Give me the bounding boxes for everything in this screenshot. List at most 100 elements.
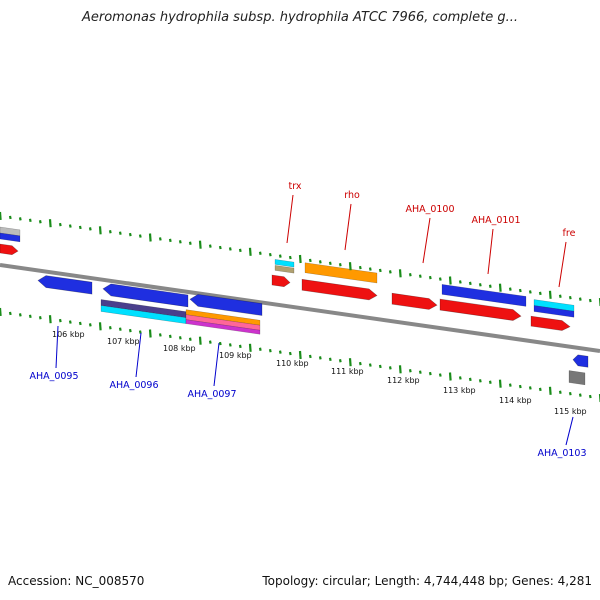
tick-mark-top xyxy=(508,287,512,291)
map-title: Aeromonas hydrophila subsp. hydrophila A… xyxy=(81,10,519,25)
tick-mark-bottom xyxy=(578,393,582,397)
kbp-tick-label: 113 kbp xyxy=(443,386,476,395)
tick-mark-top xyxy=(118,231,122,235)
tick-mark-bottom xyxy=(328,357,332,362)
tick-mark-top xyxy=(58,222,62,227)
gene-feature-fre[interactable] xyxy=(530,315,571,331)
gene-feature-aha-0096[interactable] xyxy=(102,283,189,308)
gene-feature-trx[interactable] xyxy=(271,274,291,288)
tick-mark-top xyxy=(488,284,492,288)
gene-label[interactable]: AHA_0096 xyxy=(109,380,158,391)
tick-mark-top xyxy=(408,273,412,277)
tick-mark-bottom xyxy=(508,383,512,387)
gene-feature-trx-tan[interactable] xyxy=(274,265,295,274)
gene-label[interactable]: AHA_0100 xyxy=(405,204,454,215)
tick-mark-bottom xyxy=(268,348,272,353)
tick-mark-top xyxy=(468,281,472,286)
tick-mark-bottom xyxy=(568,391,572,396)
gene-label[interactable]: AHA_0097 xyxy=(187,389,236,400)
tick-mark-top xyxy=(398,269,402,278)
tick-mark-bottom xyxy=(358,361,362,366)
tick-mark-bottom xyxy=(368,363,372,367)
kbp-tick-label: 106 kbp xyxy=(52,330,85,339)
gene-label-leader xyxy=(565,416,574,446)
tick-mark-bottom xyxy=(408,369,412,373)
gene-label[interactable]: rho xyxy=(344,190,360,201)
gene-feature-ahA-0101[interactable] xyxy=(439,298,522,321)
ticks-layer: 106 kbp 107 kbp 108 kbp 109 kbp 110 kbp 111 k… xyxy=(0,211,600,416)
tick-mark-bottom xyxy=(518,384,522,389)
tick-mark-bottom xyxy=(338,359,342,363)
gene-feature-aha-0103-gray[interactable] xyxy=(568,370,586,386)
gene-feature-red[interactable] xyxy=(0,243,19,256)
tick-mark-top xyxy=(138,234,142,238)
tick-mark-bottom xyxy=(388,366,392,370)
tick-mark-bottom xyxy=(158,333,162,337)
tick-mark-top xyxy=(298,254,302,264)
tick-mark-bottom xyxy=(218,341,222,346)
kbp-tick-label: 110 kbp xyxy=(276,359,309,368)
tick-mark-top xyxy=(388,270,392,274)
tick-mark-top xyxy=(318,260,322,264)
tick-mark-bottom xyxy=(548,386,552,395)
tick-mark-top xyxy=(268,252,272,257)
tick-mark-bottom xyxy=(88,323,92,327)
gene-feature-trx-cyan[interactable] xyxy=(274,259,295,268)
gene-feature-aha-0097[interactable] xyxy=(189,294,263,316)
gene-feature-aha-0095[interactable] xyxy=(37,275,93,295)
tick-mark-top xyxy=(188,241,192,245)
gene-feature-rho[interactable] xyxy=(301,278,378,301)
tick-mark-top xyxy=(48,219,52,228)
tick-mark-top xyxy=(178,240,182,244)
accession-label: Accession: NC_008570 xyxy=(8,574,145,588)
tick-mark-bottom xyxy=(278,350,282,354)
tick-mark-bottom xyxy=(538,387,542,392)
tick-mark-top xyxy=(578,297,582,301)
tick-mark-bottom xyxy=(378,364,382,369)
tick-mark-top xyxy=(208,244,212,248)
tick-mark-top xyxy=(338,263,342,267)
tick-mark-top xyxy=(168,238,172,243)
tick-mark-bottom xyxy=(438,373,442,377)
kbp-tick-label: 112 kbp xyxy=(387,376,420,385)
gene-feature-blue[interactable] xyxy=(0,232,21,243)
tick-mark-top xyxy=(308,258,312,263)
gene-label[interactable]: fre xyxy=(563,228,576,239)
tick-mark-top xyxy=(278,254,282,258)
tick-mark-bottom xyxy=(248,343,252,352)
tick-mark-bottom xyxy=(448,372,452,381)
tick-mark-top xyxy=(358,265,362,270)
tick-mark-top xyxy=(518,288,522,293)
kbp-tick-label: 111 kbp xyxy=(331,367,364,376)
gene-feature-ahA-0100[interactable] xyxy=(391,292,438,310)
tick-mark-bottom xyxy=(528,386,532,390)
tick-mark-bottom xyxy=(318,356,322,360)
kbp-tick-label: 107 kbp xyxy=(107,337,140,346)
gene-label[interactable]: trx xyxy=(289,181,302,192)
tick-mark-bottom xyxy=(0,307,2,317)
gene-label[interactable]: AHA_0101 xyxy=(471,215,520,226)
tick-mark-top xyxy=(568,295,572,300)
gene-feature-ahA-0101-blue[interactable] xyxy=(441,284,527,307)
tick-mark-bottom xyxy=(98,322,102,331)
tick-mark-bottom xyxy=(488,380,492,384)
gene-label-leader xyxy=(135,332,142,378)
gene-feature-fre-blue[interactable] xyxy=(533,305,575,318)
tick-mark-bottom xyxy=(478,379,482,383)
tick-mark-top xyxy=(78,225,82,230)
gene-feature-aha-0103[interactable] xyxy=(572,354,589,368)
tick-mark-bottom xyxy=(18,313,22,317)
gene-label[interactable]: AHA_0095 xyxy=(29,371,78,382)
gene-label[interactable]: AHA_0103 xyxy=(537,448,586,459)
tick-mark-top xyxy=(68,224,72,228)
gene-feature-aha-0097-magenta[interactable] xyxy=(185,319,261,335)
tick-mark-top xyxy=(288,255,292,260)
tick-mark-top xyxy=(418,274,422,278)
tick-mark-top xyxy=(528,290,532,294)
tick-mark-bottom xyxy=(48,315,52,324)
tick-mark-top xyxy=(218,245,222,250)
gene-feature-rho-orange[interactable] xyxy=(304,262,378,284)
tick-mark-top xyxy=(18,217,22,221)
